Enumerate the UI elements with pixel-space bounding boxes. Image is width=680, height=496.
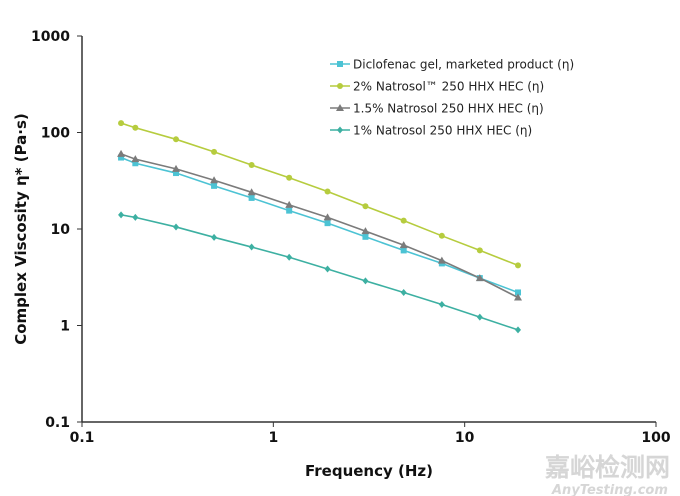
data-point [118, 211, 125, 219]
axes: 0.1 1 10 100 0.1 1 10 100 1000 [31, 29, 671, 446]
data-point [515, 289, 522, 296]
x-tick-label: 100 [641, 430, 670, 446]
data-point [132, 124, 139, 131]
x-tick-label: 10 [455, 430, 475, 446]
data-point [361, 227, 370, 235]
data-point [286, 207, 293, 214]
data-point [438, 301, 445, 309]
data-point [515, 326, 522, 334]
series-line [120, 122, 519, 267]
legend-marker [337, 83, 343, 89]
data-point [323, 213, 332, 221]
data-point [362, 277, 369, 285]
data-point [173, 136, 180, 143]
data-point [210, 176, 219, 184]
data-point [324, 220, 331, 227]
data-point [514, 293, 523, 301]
data-point [117, 149, 126, 157]
y-tick-label: 1 [60, 319, 70, 335]
data-point [475, 274, 484, 282]
data-point [248, 194, 255, 201]
watermark-chinese: 嘉峪检测网 [545, 453, 670, 482]
data-point [476, 313, 483, 321]
series-group [117, 120, 523, 334]
data-point [172, 164, 181, 172]
y-tick-label: 100 [41, 126, 70, 142]
data-point [400, 288, 407, 296]
y-tick-label: 1000 [31, 29, 70, 45]
data-point [515, 262, 522, 269]
series-0 [118, 154, 522, 296]
data-point [400, 217, 407, 224]
series-2 [117, 149, 523, 301]
data-point [211, 148, 218, 155]
legend-marker [336, 104, 344, 111]
watermark-latin: AnyTesting.com [551, 483, 668, 496]
data-point [211, 182, 218, 189]
data-point [118, 154, 125, 161]
x-axis-title: Frequency (Hz) [305, 462, 433, 480]
legend: Diclofenac gel, marketed product (η) 2% N… [330, 58, 574, 138]
data-point [437, 256, 446, 264]
data-point [324, 265, 331, 273]
legend-label: Diclofenac gel, marketed product (η) [353, 58, 574, 72]
data-point [399, 241, 408, 249]
data-point [324, 188, 331, 195]
data-point [211, 233, 218, 241]
x-tick-label: 1 [268, 430, 278, 446]
data-point [400, 247, 407, 254]
data-point [286, 253, 293, 261]
series-line [120, 156, 519, 294]
data-point [248, 162, 255, 169]
data-point [132, 213, 139, 221]
x-tick-label: 0.1 [70, 430, 95, 446]
data-point [248, 243, 255, 251]
data-point [131, 155, 140, 163]
legend-marker [337, 61, 343, 67]
data-point [286, 174, 293, 181]
legend-label: 1.5% Natrosol 250 HHX HEC (η) [353, 102, 544, 116]
data-point [132, 160, 139, 167]
data-point [476, 247, 483, 254]
data-point [285, 200, 294, 208]
series-1 [118, 120, 522, 269]
data-point [362, 233, 369, 240]
data-point [173, 223, 180, 231]
legend-label: 1% Natrosol 250 HHX HEC (η) [353, 124, 532, 138]
series-3 [118, 211, 522, 334]
data-point [362, 203, 369, 210]
legend-label: 2% Natrosol™ 250 HHX HEC (η) [353, 80, 544, 94]
series-line [120, 214, 519, 331]
data-point [438, 232, 445, 239]
data-point [118, 120, 125, 127]
data-point [247, 188, 256, 196]
y-axis-title: Complex Viscosity η* (Pa·s) [12, 113, 30, 345]
data-point [173, 170, 180, 177]
legend-marker [337, 126, 343, 134]
watermark: 嘉峪检测网 AnyTesting.com [545, 453, 670, 496]
series-line [120, 153, 519, 299]
y-tick-label: 0.1 [45, 415, 70, 431]
y-tick-label: 10 [51, 222, 71, 238]
